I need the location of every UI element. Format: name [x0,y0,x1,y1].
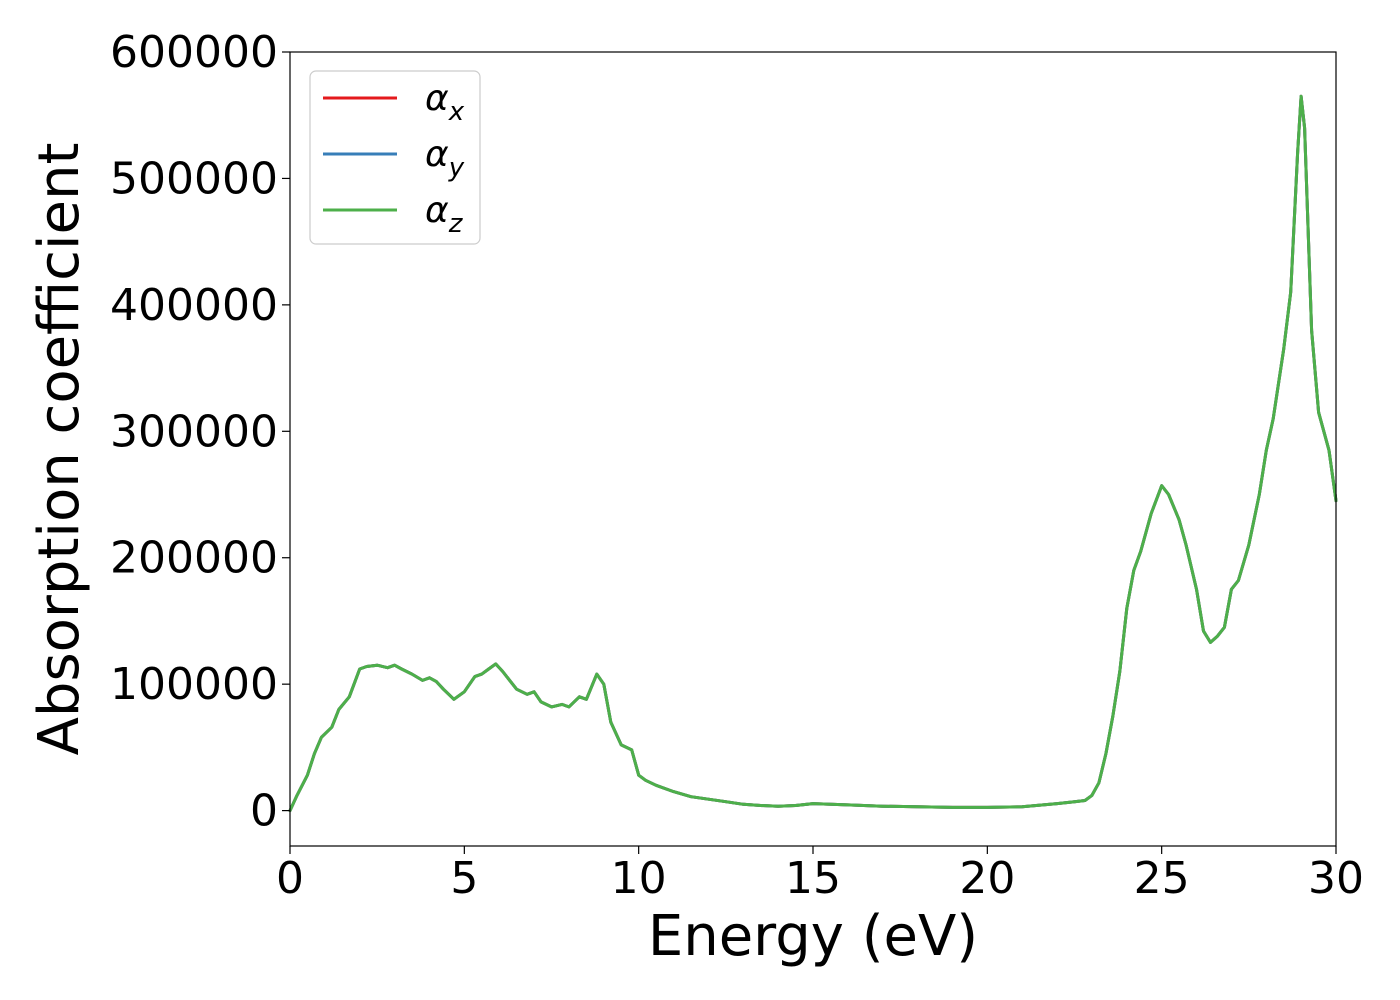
y-tick-label: 200000 [110,533,278,584]
x-axis-label: Energy (eV) [648,904,978,969]
x-tick-label: 20 [959,853,1015,904]
y-tick-label: 500000 [110,153,278,204]
x-axis-ticks: 0 5 10 15 20 25 30 [276,846,1364,904]
legend: αx αy αz [309,70,481,245]
legend-label-y: αy [425,134,465,183]
x-tick-label: 5 [450,853,478,904]
y-axis-label: Absorption coefficient [27,143,92,756]
x-tick-label: 30 [1308,853,1364,904]
legend-label-x: αx [425,78,465,127]
y-axis-ticks: 0 100000 200000 300000 400000 500000 600000 [110,27,290,837]
x-tick-label: 10 [611,853,667,904]
x-tick-label: 0 [276,853,304,904]
series-line-z [288,94,1338,813]
y-tick-label: 0 [250,786,278,837]
legend-label-z: αz [425,190,464,239]
x-tick-label: 25 [1134,853,1190,904]
x-tick-label: 15 [785,853,841,904]
y-tick-label: 300000 [110,406,278,457]
y-tick-label: 400000 [110,280,278,331]
legend-frame [309,70,481,245]
series-layer [288,94,1338,813]
y-tick-label: 600000 [110,27,278,78]
y-tick-label: 100000 [110,659,278,710]
